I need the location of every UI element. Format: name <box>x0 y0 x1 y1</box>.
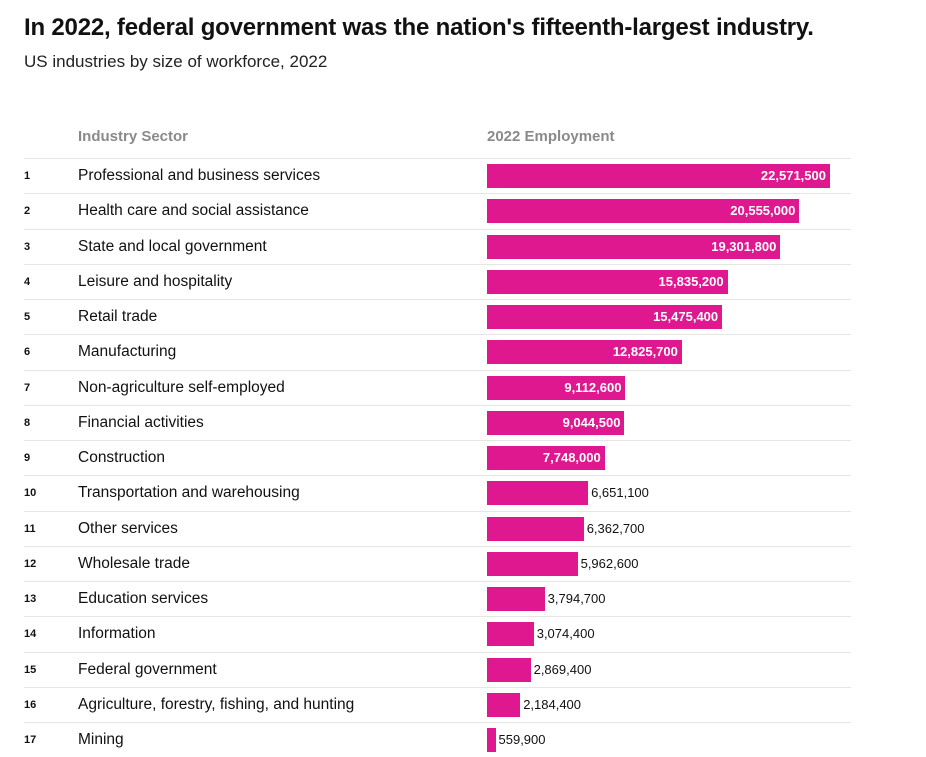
rank-label: 1 <box>24 170 31 182</box>
sector-label: State and local government <box>78 237 267 255</box>
value-label: 20,555,000 <box>730 203 796 219</box>
table-row: 8 Financial activities 9,044,500 <box>24 404 851 440</box>
sector-label: Federal government <box>78 660 217 678</box>
table-row: 9 Construction 7,748,000 <box>24 440 851 475</box>
column-header-sector: Industry Sector <box>78 128 189 145</box>
value-label: 6,651,100 <box>591 485 649 501</box>
table-row: 2 Health care and social assistance 20,555… <box>24 193 851 228</box>
sector-label: Information <box>78 625 156 643</box>
table-row: 17 Mining 559,900 <box>24 722 851 757</box>
bar <box>487 692 521 717</box>
sector-label: Wholesale trade <box>78 554 191 572</box>
sector-label: Other services <box>78 519 178 537</box>
sector-label: Retail trade <box>78 308 158 325</box>
value-label: 2,184,400 <box>523 696 582 712</box>
sector-label: Professional and business services <box>78 167 321 184</box>
bar <box>487 728 496 752</box>
table-row: 15 Federal government 2,869,400 <box>24 651 851 687</box>
sector-label: Construction <box>78 449 166 466</box>
value-label: 6,362,700 <box>586 520 645 536</box>
sector-label: Health care and social assistance <box>78 202 309 220</box>
rank-label: 8 <box>24 416 31 429</box>
bar <box>487 481 589 506</box>
table-row: 6 Manufacturing 12,825,700 <box>24 334 851 369</box>
value-label: 3,074,400 <box>536 626 595 642</box>
rank-label: 7 <box>24 381 31 394</box>
bar <box>487 375 626 400</box>
value-label: 22,571,500 <box>760 168 826 183</box>
value-label: 9,044,500 <box>562 414 621 430</box>
rank-label: 17 <box>24 734 37 746</box>
rank-label: 9 <box>24 452 31 464</box>
bar <box>487 622 534 647</box>
bar <box>487 234 781 259</box>
value-label: 5,962,600 <box>580 555 639 571</box>
rank-label: 13 <box>24 593 37 605</box>
rank-label: 5 <box>24 311 31 323</box>
table-row: 12 Wholesale trade 5,962,600 <box>24 545 851 581</box>
sector-label: Mining <box>78 731 124 748</box>
value-label: 19,301,800 <box>711 238 777 254</box>
table-row: 1 Professional and business services 22,57… <box>24 158 851 193</box>
table-row: 16 Agriculture, forestry, fishing, and hu… <box>24 686 851 722</box>
value-label: 3,794,700 <box>547 591 606 606</box>
bar <box>487 340 682 365</box>
table-row: 14 Information 3,074,400 <box>24 616 851 651</box>
rank-label: 3 <box>24 240 31 253</box>
bar <box>487 587 545 611</box>
rank-label: 4 <box>24 275 31 288</box>
sector-label: Education services <box>78 590 209 607</box>
rank-label: 14 <box>24 628 37 641</box>
table-row: 7 Non-agriculture self-employed 9,112,600 <box>24 369 851 405</box>
chart-subtitle: US industries by size of workforce, 2022 <box>24 52 328 71</box>
rank-label: 12 <box>24 557 37 570</box>
sector-label: Manufacturing <box>78 343 177 361</box>
sector-label: Non-agriculture self-employed <box>78 378 285 396</box>
bar <box>487 164 830 188</box>
value-label: 559,900 <box>498 732 546 747</box>
value-label: 12,825,700 <box>612 344 678 360</box>
rank-label: 15 <box>24 663 37 676</box>
table-row: 11 Other services 6,362,700 <box>24 510 851 546</box>
bar <box>487 410 625 435</box>
rank-label: 16 <box>24 698 37 711</box>
bar <box>487 657 531 682</box>
value-label: 2,869,400 <box>533 661 592 677</box>
bar-table: 1 Professional and business services 22,57… <box>24 158 851 757</box>
sector-label: Agriculture, forestry, fishing, and hunt… <box>78 695 355 713</box>
bar <box>487 446 605 470</box>
sector-label: Financial activities <box>78 413 204 431</box>
table-row: 10 Transportation and warehousing 6,651,10… <box>24 475 851 510</box>
bar <box>487 551 578 576</box>
table-row: 5 Retail trade 15,475,400 <box>24 299 851 334</box>
column-header-employment: 2022 Employment <box>487 128 615 145</box>
value-label: 7,748,000 <box>542 450 601 465</box>
rank-label: 10 <box>24 487 37 500</box>
bar <box>487 199 800 224</box>
bar <box>487 516 584 541</box>
rank-label: 11 <box>24 522 36 535</box>
value-label: 15,835,200 <box>658 273 724 289</box>
sector-label: Leisure and hospitality <box>78 272 233 290</box>
rank-label: 6 <box>24 346 31 359</box>
bar <box>487 305 723 329</box>
rank-label: 2 <box>24 205 31 218</box>
table-row: 13 Education services 3,794,700 <box>24 581 851 616</box>
value-label: 15,475,400 <box>653 309 719 324</box>
chart-title: In 2022, federal government was the nati… <box>24 14 814 41</box>
table-row: 4 Leisure and hospitality 15,835,200 <box>24 263 851 299</box>
sector-label: Transportation and warehousing <box>78 484 300 502</box>
table-row: 3 State and local government 19,301,800 <box>24 228 851 264</box>
bar <box>487 269 728 294</box>
value-label: 9,112,600 <box>564 379 622 395</box>
